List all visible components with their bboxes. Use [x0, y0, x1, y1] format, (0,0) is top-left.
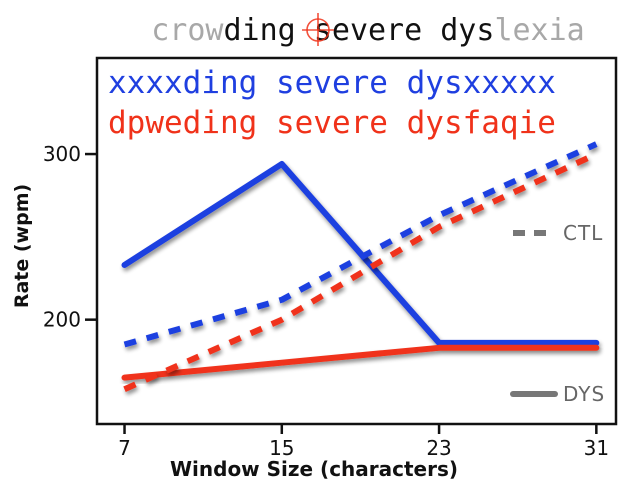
y-tick-label: 200	[43, 308, 81, 332]
series-line-ctl-red	[123, 151, 598, 392]
chart-title: crowding severe dyslexia	[151, 13, 585, 48]
title-segment: ere dys	[368, 13, 494, 48]
title-segment: lexia	[494, 13, 584, 48]
axes-layer: 7 15 23 31 200 300	[43, 142, 609, 460]
x-tick-label: 7	[118, 436, 131, 460]
series-line-dys-blue	[121, 161, 600, 346]
legend-label-dys: DYS	[563, 382, 605, 406]
legend: CTL DYS	[510, 221, 605, 406]
series-layer	[121, 141, 600, 392]
title-fixation-letter: v	[350, 13, 368, 48]
x-tick-label: 23	[426, 436, 451, 460]
title-segment: crow	[151, 13, 224, 48]
annotation-red: dpweding severe dysfaqie	[108, 105, 556, 141]
y-axis-label: Rate (wpm)	[11, 184, 33, 308]
x-tick-label: 15	[269, 436, 294, 460]
annotation-blue: xxxxding severe dysxxxxx	[108, 65, 556, 101]
series-line-dys-red	[121, 344, 600, 381]
x-axis-label: Window Size (characters)	[170, 457, 458, 481]
fixation-crosshair-icon	[302, 13, 334, 46]
legend-label-ctl: CTL	[563, 221, 603, 245]
plot-area-frame	[95, 56, 618, 426]
y-tick-label: 300	[43, 142, 81, 166]
x-tick-label: 31	[584, 436, 609, 460]
series-line-ctl-blue	[123, 141, 598, 348]
